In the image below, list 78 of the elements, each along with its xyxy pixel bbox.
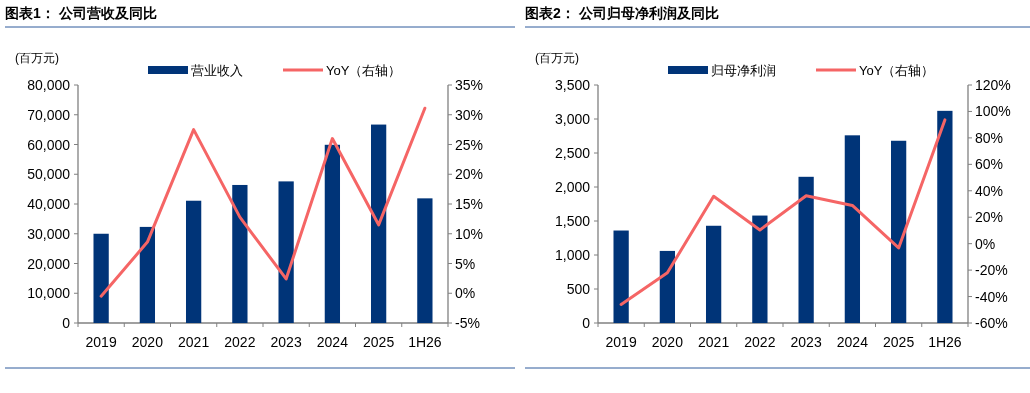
y-tick-label: 2,000 — [554, 179, 591, 195]
y2-tick-label: 20% — [975, 209, 1004, 226]
y-tick-label: 60,000 — [27, 136, 71, 153]
line-series — [619, 118, 947, 306]
y-tick-label: 500 — [566, 281, 591, 297]
y-tick-label: 3,000 — [554, 111, 591, 127]
y2-tick-label: -20% — [975, 262, 1008, 279]
y2-tick-label: 25% — [455, 136, 484, 153]
bar — [232, 184, 248, 323]
y-tick-label: 40,000 — [27, 196, 71, 212]
x-tick-label: 1H26 — [928, 334, 962, 350]
bar — [185, 200, 202, 323]
x-tick-label: 2022 — [224, 334, 256, 350]
y2-tick-label: 0% — [455, 285, 476, 302]
chart-title: 图表2： 公司归母净利润及同比 — [525, 5, 719, 21]
bar — [278, 181, 294, 323]
y2-tick-label: 15% — [455, 196, 484, 212]
bar — [324, 144, 341, 323]
bar — [93, 233, 109, 323]
bar — [370, 124, 387, 323]
y2-tick-label: 30% — [455, 106, 484, 123]
legend-label: YoY（右轴） — [326, 63, 402, 78]
y-tick-label: 50,000 — [27, 166, 71, 183]
chart-title: 图表1： 公司营收及同比 — [5, 5, 157, 21]
y-axis-title: (百万元) — [15, 51, 59, 65]
y2-tick-label: 80% — [975, 129, 1004, 146]
y2-tick-label: 60% — [975, 156, 1004, 173]
legend-label: 营业收入 — [191, 63, 243, 78]
y2-tick-label: 100% — [975, 103, 1011, 120]
y-tick-label: 3,500 — [554, 77, 591, 93]
y-tick-label: 2,500 — [554, 145, 591, 161]
y-tick-label: 1,000 — [554, 247, 591, 263]
y2-tick-label: 20% — [455, 166, 484, 183]
y-tick-label: 70,000 — [27, 106, 71, 123]
bar — [613, 230, 629, 323]
x-tick-label: 2020 — [131, 334, 164, 350]
y-tick-label: 0 — [582, 315, 591, 331]
bar — [844, 135, 861, 323]
legend-label: YoY（右轴） — [859, 63, 935, 78]
line-series — [99, 106, 427, 298]
y-tick-label: 10,000 — [27, 285, 71, 302]
y2-tick-label: -40% — [975, 288, 1008, 305]
x-tick-label: 2024 — [836, 334, 869, 350]
y-tick-label: 1,500 — [554, 213, 591, 229]
x-tick-label: 2020 — [651, 334, 684, 350]
y-tick-label: 20,000 — [27, 255, 71, 272]
y2-tick-label: 0% — [975, 235, 996, 252]
y2-tick-label: 10% — [455, 225, 484, 242]
y2-tick-label: 5% — [455, 255, 476, 272]
bar — [798, 176, 814, 323]
x-tick-label: 2024 — [316, 334, 349, 350]
x-tick-label: 2021 — [178, 334, 210, 350]
bar — [139, 226, 156, 323]
x-tick-label: 2022 — [744, 334, 776, 350]
bar — [937, 110, 953, 323]
x-tick-label: 2021 — [698, 334, 730, 350]
y-tick-label: 30,000 — [27, 225, 71, 242]
bar — [705, 225, 722, 323]
x-tick-label: 2019 — [85, 334, 117, 350]
legend-label: 归母净利润 — [711, 63, 776, 78]
y2-tick-label: -5% — [455, 315, 480, 331]
x-tick-label: 2025 — [363, 334, 395, 350]
y2-tick-label: 120% — [975, 77, 1011, 93]
y2-tick-label: -60% — [975, 315, 1008, 331]
y-axis-title: (百万元) — [535, 51, 579, 65]
x-tick-label: 2019 — [605, 334, 637, 350]
x-tick-label: 2025 — [883, 334, 915, 350]
bar — [752, 215, 768, 323]
y2-tick-label: 35% — [455, 77, 484, 93]
x-tick-label: 2023 — [270, 334, 302, 350]
bar — [417, 198, 433, 323]
y2-tick-label: 40% — [975, 182, 1004, 199]
y-tick-label: 80,000 — [27, 77, 71, 93]
bar — [890, 140, 907, 323]
y-tick-label: 0 — [62, 315, 71, 331]
x-tick-label: 1H26 — [408, 334, 442, 350]
bar — [659, 250, 676, 323]
x-tick-label: 2023 — [790, 334, 822, 350]
